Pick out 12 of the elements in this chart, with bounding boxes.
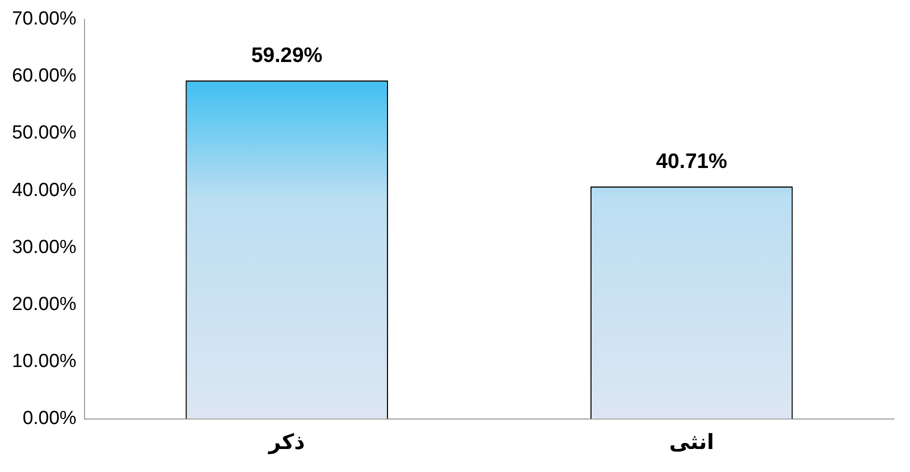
data-label: 40.71% (656, 150, 728, 173)
y-tick-label: 70.00% (12, 8, 77, 30)
y-tick-label: 60.00% (12, 66, 77, 87)
x-tick-label: ذكر (268, 430, 306, 455)
y-tick-label: 50.00% (12, 122, 77, 144)
y-tick-label: 10.00% (12, 350, 77, 372)
y-tick-label: 40.00% (12, 180, 77, 201)
data-label: 59.29% (251, 44, 323, 67)
y-tick-label: 30.00% (12, 236, 77, 258)
y-tick-label: 0.00% (22, 408, 77, 430)
x-tick-label: انثى (669, 430, 714, 454)
y-tick-label: 20.00% (12, 294, 77, 315)
